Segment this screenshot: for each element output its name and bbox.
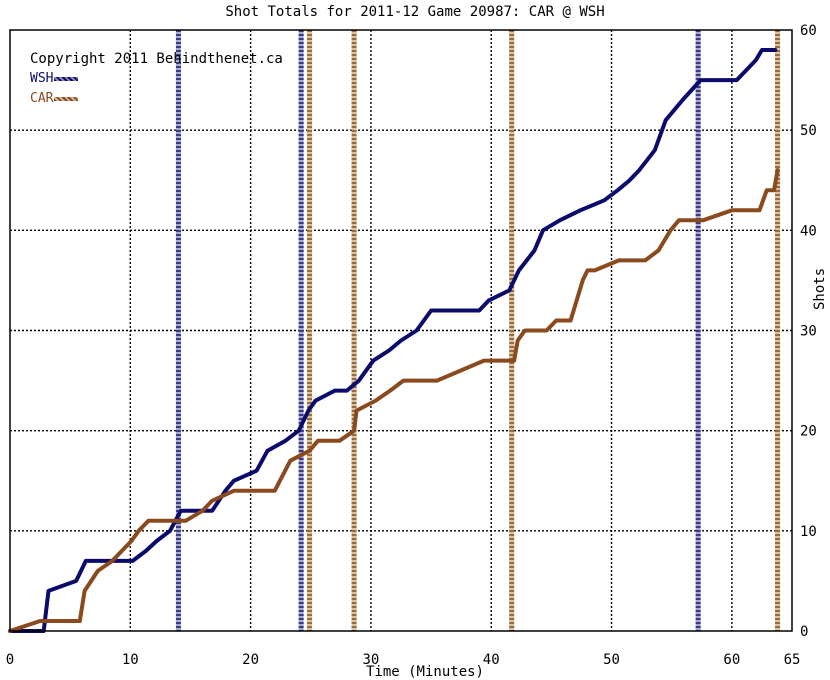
grid-layer bbox=[10, 30, 792, 631]
legend-item-wsh: WSH bbox=[30, 69, 283, 89]
goal-markers bbox=[175, 30, 781, 631]
y-tick-label: 60 bbox=[800, 23, 817, 39]
x-tick-label: 30 bbox=[362, 652, 379, 668]
y-tick-label: 20 bbox=[800, 424, 817, 440]
x-tick-label: 50 bbox=[603, 652, 620, 668]
x-axis-label: Time (Minutes) bbox=[365, 664, 484, 680]
copyright-text: Copyright 2011 Behindthenet.ca bbox=[30, 51, 283, 67]
x-tick-label: 65 bbox=[784, 652, 801, 668]
series-line-car bbox=[8, 168, 780, 633]
x-tick-label: 20 bbox=[242, 652, 259, 668]
legend-swatch-wsh bbox=[54, 76, 79, 81]
y-tick-label: 30 bbox=[800, 324, 817, 340]
y-axis-label: Shots bbox=[812, 267, 828, 310]
y-tick-label: 50 bbox=[800, 123, 817, 139]
x-tick-label: 40 bbox=[483, 652, 500, 668]
y-tick-label: 10 bbox=[800, 524, 817, 540]
x-tick-label: 10 bbox=[122, 652, 139, 668]
legend: Copyright 2011 Behindthenet.ca WSH CAR bbox=[30, 49, 283, 109]
series-layer bbox=[8, 48, 780, 633]
chart-title: Shot Totals for 2011-12 Game 20987: CAR … bbox=[225, 4, 605, 20]
x-tick-label: 60 bbox=[723, 652, 740, 668]
series-line-wsh bbox=[8, 48, 778, 633]
legend-item-car: CAR bbox=[30, 89, 283, 109]
y-tick-label: 0 bbox=[800, 624, 808, 640]
legend-label-car: CAR bbox=[30, 91, 54, 106]
legend-swatch-car bbox=[54, 96, 79, 101]
plot-frame bbox=[9, 29, 793, 632]
tick-labels: 0 10 20 30 40 50 60 65 0 10 20 30 40 50 60 bbox=[6, 23, 817, 668]
y-tick-label: 40 bbox=[800, 223, 817, 239]
legend-label-wsh: WSH bbox=[30, 71, 54, 86]
x-tick-label: 0 bbox=[6, 652, 14, 668]
